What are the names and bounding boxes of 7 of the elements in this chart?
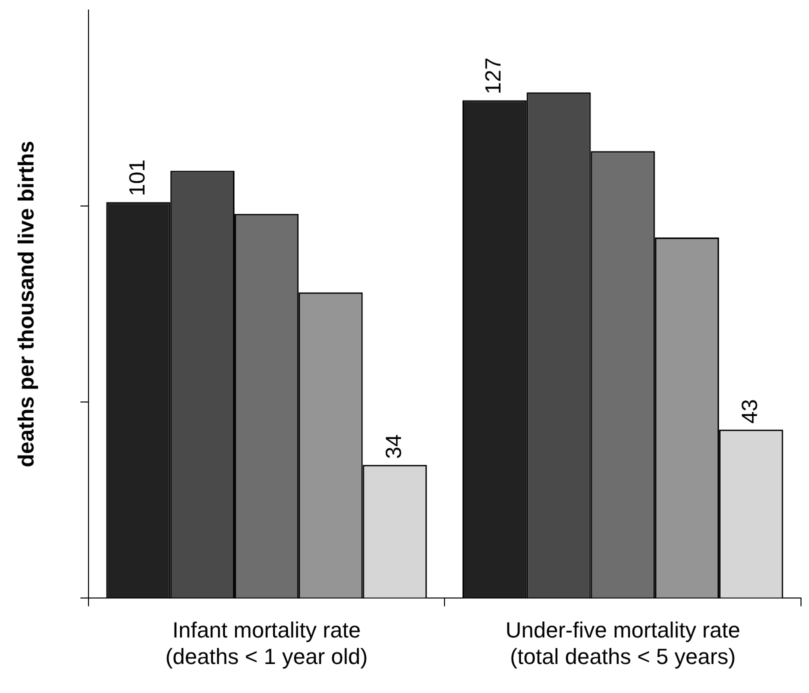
x-tick-label: Infant mortality rate (deaths < 1 year old) bbox=[165, 617, 368, 669]
data-label: 127 bbox=[480, 57, 506, 94]
data-label: 34 bbox=[380, 434, 406, 459]
x-tick-label: Under-five mortality rate (total deaths < 5 years) bbox=[505, 617, 740, 669]
y-axis-title: deaths per thousand live births bbox=[13, 140, 38, 468]
data-label: 101 bbox=[124, 159, 150, 196]
data-label: 43 bbox=[737, 399, 762, 424]
